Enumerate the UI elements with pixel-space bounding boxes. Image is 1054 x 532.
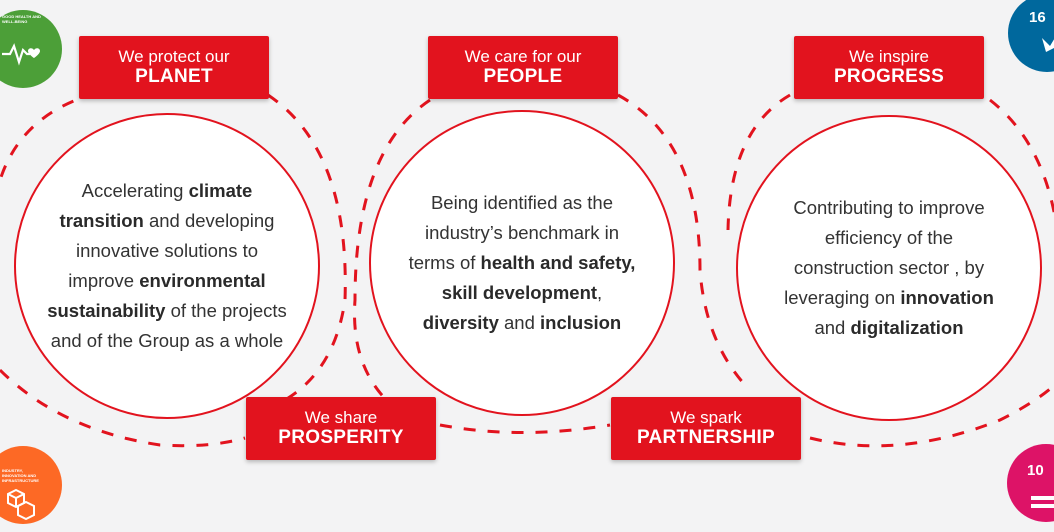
dove-icon — [1042, 38, 1054, 52]
sdg-badge-10-number: 10 — [1027, 462, 1044, 479]
bold-text-run: innovation — [900, 287, 994, 308]
cubes-icon — [7, 488, 35, 521]
circle-progress: Contributing to improve efficiency of th… — [736, 115, 1042, 421]
text-run: Accelerating — [81, 180, 189, 201]
label-partnership: We spark PARTNERSHIP — [611, 397, 801, 460]
bold-text-run: environmental sustainability — [47, 270, 266, 321]
label-people-top: We care for our — [464, 46, 582, 66]
arc-people-right — [617, 93, 747, 386]
circle-people: Being identified as the industry’s bench… — [369, 110, 675, 416]
label-prosperity-main: PROSPERITY — [278, 427, 404, 449]
arc-people-bottom — [439, 423, 611, 434]
bold-text-run: health and safety, skill development — [441, 252, 636, 303]
arc-progress-bottom — [809, 383, 1054, 448]
label-prosperity: We share PROSPERITY — [246, 397, 436, 460]
sdg-badge-3: GOOD HEALTH AND WELL-BEING — [0, 10, 62, 88]
arc-progress-right — [989, 98, 1054, 221]
text-run: , — [597, 282, 603, 303]
circle-planet: Accelerating climate transition and deve… — [14, 113, 320, 419]
label-partnership-main: PARTNERSHIP — [636, 427, 776, 449]
arc-people-left — [353, 98, 431, 410]
circle-progress-text: Contributing to improve efficiency of th… — [773, 193, 1005, 343]
bold-text-run: digitalization — [850, 317, 964, 338]
label-progress: We inspire PROGRESS — [794, 36, 984, 99]
bold-text-run: climate transition — [59, 180, 253, 231]
text-run: Being identified as the industry’s bench… — [408, 192, 619, 273]
label-people-main: PEOPLE — [483, 66, 563, 88]
label-planet-main: PLANET — [135, 66, 213, 88]
label-prosperity-top: We share — [304, 407, 378, 427]
text-run: of the projects and of the Group as a wh… — [50, 300, 287, 351]
dashed-connector-arcs — [0, 93, 1054, 448]
label-planet: We protect our PLANET — [79, 36, 269, 99]
text-run: and — [814, 317, 851, 338]
sdg-badge-16-number: 16 — [1029, 9, 1046, 26]
sdg-badge-9-caption: INDUSTRY, INNOVATION AND INFRASTRUCTURE — [2, 468, 39, 483]
label-people: We care for our PEOPLE — [428, 36, 618, 99]
label-planet-top: We protect our — [118, 46, 230, 66]
label-progress-top: We inspire — [849, 46, 929, 66]
label-partnership-top: We spark — [670, 407, 742, 427]
bold-text-run: inclusion — [540, 312, 622, 333]
circle-planet-text: Accelerating climate transition and deve… — [47, 176, 287, 356]
arc-planet-right — [267, 93, 347, 402]
equality-icon — [1031, 496, 1054, 508]
label-progress-main: PROGRESS — [833, 66, 945, 88]
arc-planet-top — [0, 93, 91, 186]
text-run: and — [498, 312, 541, 333]
circle-people-text: Being identified as the industry’s bench… — [404, 188, 640, 338]
bold-text-run: diversity — [422, 312, 499, 333]
text-run: Contributing to improve efficiency of th… — [784, 197, 985, 308]
sdg-badge-9: INDUSTRY, INNOVATION AND INFRASTRUCTURE — [0, 446, 62, 524]
sdg-badge-3-caption: GOOD HEALTH AND WELL-BEING — [2, 14, 41, 24]
heartbeat-icon — [2, 43, 40, 66]
text-run: and developing innovative solutions to i… — [68, 210, 275, 291]
